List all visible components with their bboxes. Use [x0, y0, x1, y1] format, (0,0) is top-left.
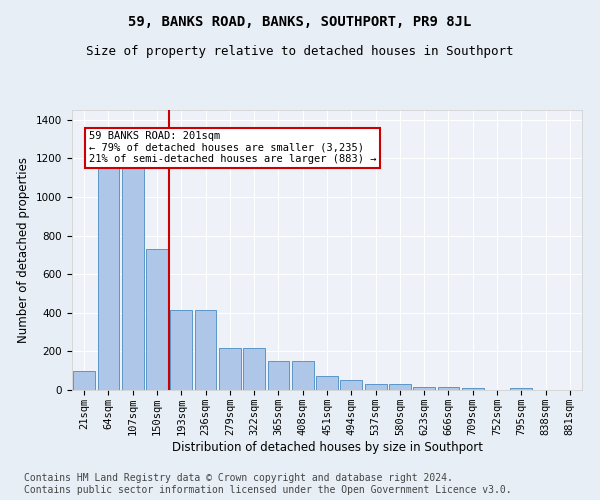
- Bar: [365, 384, 386, 390]
- Bar: [146, 249, 168, 390]
- Bar: [511, 388, 532, 390]
- Bar: [194, 310, 217, 390]
- Bar: [413, 387, 435, 390]
- Bar: [170, 310, 192, 390]
- Bar: [243, 348, 265, 390]
- Bar: [268, 361, 289, 390]
- X-axis label: Distribution of detached houses by size in Southport: Distribution of detached houses by size …: [172, 440, 482, 454]
- Bar: [340, 380, 362, 390]
- Bar: [389, 384, 411, 390]
- Text: Contains HM Land Registry data © Crown copyright and database right 2024.
Contai: Contains HM Land Registry data © Crown c…: [24, 474, 512, 495]
- Bar: [462, 388, 484, 390]
- Text: 59, BANKS ROAD, BANKS, SOUTHPORT, PR9 8JL: 59, BANKS ROAD, BANKS, SOUTHPORT, PR9 8J…: [128, 15, 472, 29]
- Y-axis label: Number of detached properties: Number of detached properties: [17, 157, 31, 343]
- Bar: [97, 168, 119, 390]
- Text: Size of property relative to detached houses in Southport: Size of property relative to detached ho…: [86, 45, 514, 58]
- Bar: [219, 348, 241, 390]
- Bar: [122, 168, 143, 390]
- Bar: [437, 387, 460, 390]
- Bar: [292, 361, 314, 390]
- Text: 59 BANKS ROAD: 201sqm
← 79% of detached houses are smaller (3,235)
21% of semi-d: 59 BANKS ROAD: 201sqm ← 79% of detached …: [89, 131, 376, 164]
- Bar: [73, 370, 95, 390]
- Bar: [316, 376, 338, 390]
